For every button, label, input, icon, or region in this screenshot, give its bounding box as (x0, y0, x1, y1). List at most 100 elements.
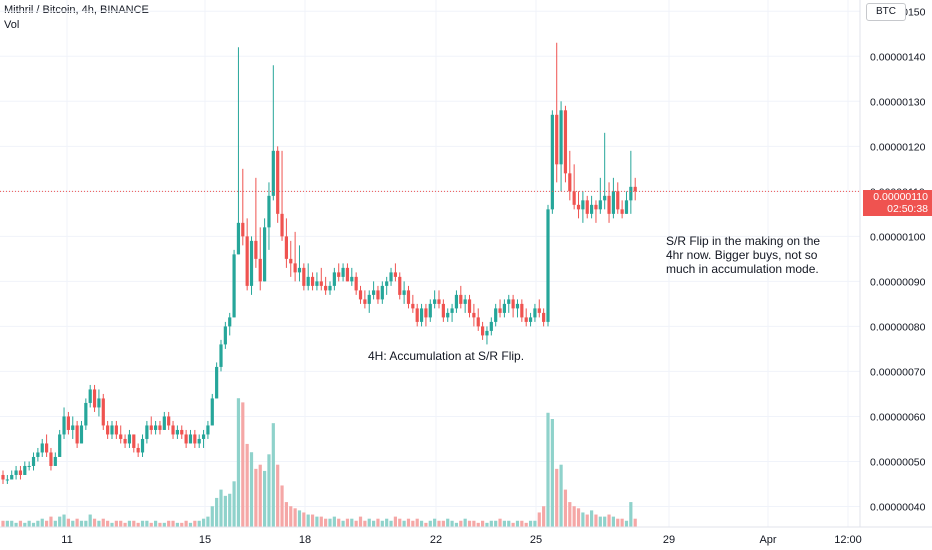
x-tick-label: Apr (759, 534, 776, 546)
volume-bar (154, 520, 158, 527)
volume-bar (84, 520, 88, 527)
volume-bar (624, 520, 629, 527)
volume-bar (358, 516, 363, 527)
volume-bar (140, 520, 145, 527)
candle-body (36, 452, 40, 457)
volume-bar (406, 518, 411, 527)
volume-bar (463, 518, 467, 527)
y-tick-label: 0.00000090 (870, 276, 926, 288)
volume-bar (633, 518, 637, 527)
candle-body (590, 204, 594, 214)
x-tick-label: 22 (430, 534, 442, 546)
y-tick-label: 0.00000080 (870, 321, 926, 333)
candle-body (175, 429, 179, 435)
volume-bar (437, 520, 441, 527)
y-tick-label: 0.00000120 (870, 141, 926, 153)
volume-bar (206, 516, 210, 527)
volume-bar (380, 520, 384, 527)
volume-bar (88, 514, 92, 527)
candle-body (476, 317, 480, 327)
volume-bar (228, 493, 232, 527)
candle-body (53, 456, 57, 466)
volume-bar (119, 520, 123, 527)
volume-bar (193, 520, 197, 527)
volume-bar (263, 470, 267, 527)
candle-body (520, 303, 524, 318)
candle-body (402, 290, 406, 295)
candle-body (389, 272, 393, 282)
volume-bar (572, 506, 576, 527)
volume-bar (14, 522, 18, 527)
candle-body (241, 222, 245, 237)
last-price-value: 0.00000110 (873, 191, 928, 203)
candle-body (302, 267, 306, 286)
candle-body (611, 191, 615, 214)
volume-bar (507, 520, 511, 527)
candle-body (332, 272, 336, 286)
volume-bar (494, 520, 498, 527)
candle-body (197, 438, 201, 444)
candle-body (145, 425, 149, 439)
candle-body (258, 258, 262, 282)
volume-bar (511, 522, 515, 527)
volume-bar (236, 398, 241, 527)
volume-bar (302, 512, 306, 527)
volume-bar (36, 520, 40, 527)
candle-body (236, 222, 241, 255)
volume-bar (175, 522, 179, 527)
volume-bar (297, 510, 302, 527)
candle-body (489, 321, 493, 331)
candle-body (106, 425, 110, 435)
candle-body (180, 429, 184, 435)
volume-bar (398, 518, 402, 527)
y-tick-label: 0.00000100 (870, 231, 926, 243)
volume-bar (232, 481, 236, 527)
volume-bar (71, 520, 75, 527)
candle-body (603, 195, 607, 201)
candle-body (310, 276, 315, 286)
volume-bar (136, 522, 140, 527)
candle-body (568, 173, 572, 192)
candle-body (10, 474, 14, 480)
candle-body (633, 186, 637, 192)
volume-bar (127, 520, 132, 527)
candle-body (206, 425, 210, 435)
volume-bar (350, 518, 354, 527)
candle-body (629, 186, 633, 201)
candle-body (594, 204, 598, 210)
candle-body (201, 434, 206, 439)
volume-bar (149, 522, 153, 527)
volume-bar (393, 516, 397, 527)
candle-body (62, 416, 66, 435)
volume-bar (594, 514, 598, 527)
candle-body (223, 326, 227, 345)
volume-bar (537, 512, 541, 527)
candle-body (71, 425, 75, 430)
volume-bar (180, 522, 184, 527)
bar-countdown: 02:50:38 (887, 203, 928, 215)
volume-bar (132, 520, 136, 527)
candle-body (507, 299, 511, 304)
volume-bar (219, 489, 223, 527)
candle-body (171, 425, 175, 435)
candle-body (58, 434, 62, 457)
volume-bar (428, 520, 432, 527)
candle-body (306, 276, 310, 286)
volume-bar (459, 520, 463, 527)
candle-body (267, 195, 271, 228)
annotation-sr-flip-line-1: S/R Flip in the making on the (666, 234, 821, 248)
volume-bar (598, 516, 602, 527)
volume-bar (446, 518, 450, 527)
volume-bar (433, 518, 437, 527)
volume-bar (367, 518, 371, 527)
currency-button[interactable]: BTC (866, 3, 906, 21)
volume-bar (97, 520, 101, 527)
volume-bar (62, 514, 66, 527)
x-tick-label: 29 (663, 534, 675, 546)
volume-bar (315, 516, 319, 527)
volume-bar (485, 522, 489, 527)
volume-bar (629, 502, 633, 527)
candle-body (367, 294, 371, 304)
volume-bar (345, 518, 350, 527)
